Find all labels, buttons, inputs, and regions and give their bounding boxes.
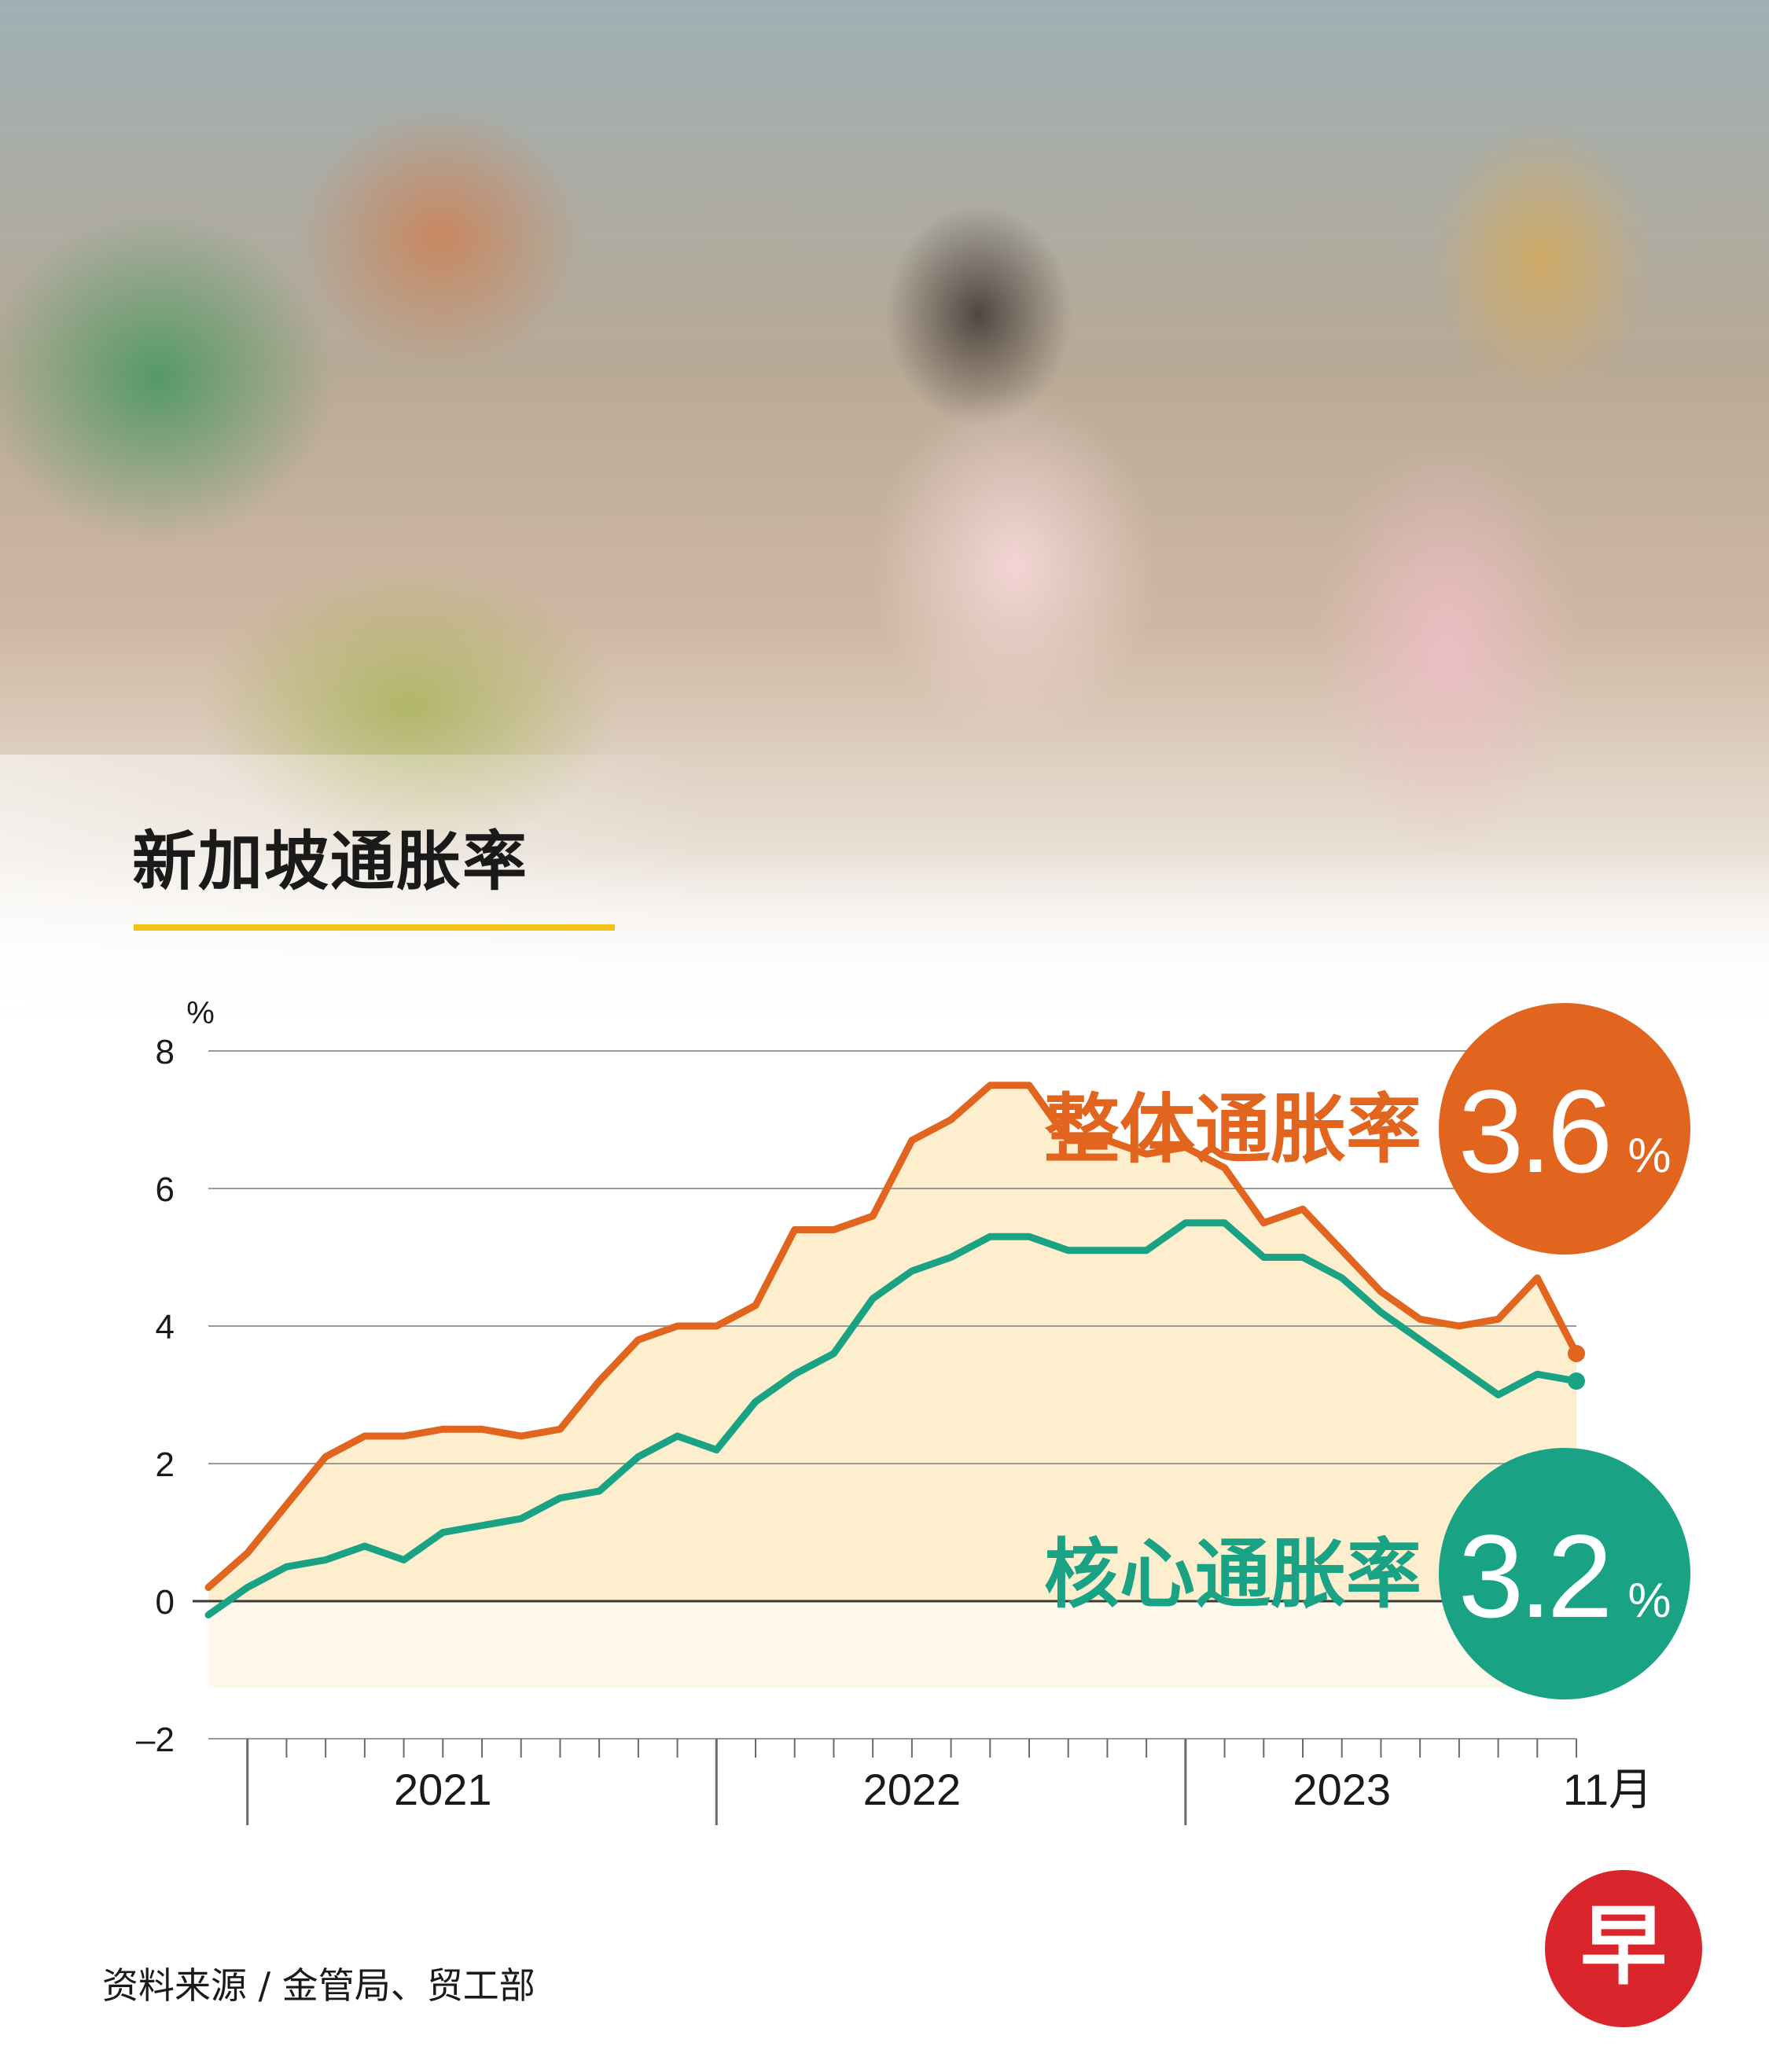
- photo-fade-bottom: [0, 849, 1769, 1061]
- source-note: 资料来源 / 金管局、贸工部: [102, 1964, 535, 2007]
- y-tick-label: 2: [156, 1446, 175, 1484]
- y-tick-label: 6: [156, 1170, 175, 1209]
- x-tick-label: 2021: [394, 1765, 492, 1814]
- core-end-point: [1568, 1372, 1585, 1390]
- headline-end-point: [1568, 1345, 1585, 1362]
- headline-area-fill: [208, 1085, 1576, 1601]
- y-tick-label: 0: [156, 1583, 175, 1622]
- core-inflation-line: [204, 1219, 1580, 1618]
- logo-circle: [1545, 1870, 1702, 2027]
- core-latest-value: 3.2: [1458, 1510, 1609, 1642]
- zaobao-logo: 早: [1545, 1870, 1702, 2027]
- x-tick-label: 11月: [1563, 1765, 1653, 1814]
- y-axis-unit: %: [186, 996, 215, 1030]
- core-value-badge: [1439, 1448, 1690, 1699]
- x-tick-label: 2023: [1293, 1765, 1391, 1814]
- core-latest-unit: %: [1627, 1574, 1671, 1628]
- inflation-line-chart: –2 0 2 4 6 8% 2021 2022 2023 11月 整体通胀率 3.6 % 核心通胀率 3.…: [136, 996, 1690, 1825]
- logo-mark: 早: [1580, 1896, 1667, 1997]
- below-zero-band: [208, 1601, 1576, 1688]
- headline-latest-value: 3.6: [1458, 1065, 1609, 1197]
- title-underline: [134, 924, 615, 931]
- core-series-label: 核心通胀率: [1044, 1530, 1421, 1618]
- y-tick-label: 8: [156, 1033, 175, 1071]
- headline-value-badge: [1439, 1003, 1690, 1255]
- x-tick-label: 2022: [863, 1765, 962, 1814]
- y-tick-label: 4: [156, 1308, 175, 1346]
- headline-latest-unit: %: [1627, 1129, 1671, 1183]
- chart-title: 新加坡通胀率: [132, 825, 529, 899]
- headline-inflation-line: [204, 1082, 1580, 1591]
- y-tick-label: –2: [136, 1721, 175, 1759]
- headline-series-label: 整体通胀率: [1044, 1086, 1421, 1174]
